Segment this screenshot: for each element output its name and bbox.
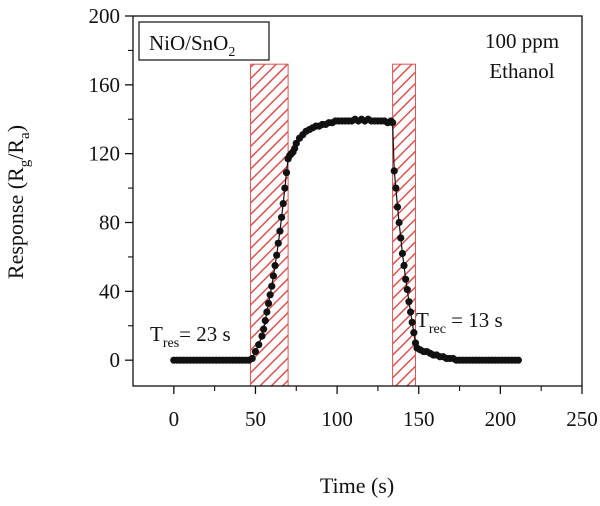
x-tick-label: 200 <box>485 407 517 431</box>
plot-frame <box>132 15 583 387</box>
tres-rest: = 23 s <box>179 322 231 346</box>
data-point <box>406 308 415 316</box>
y-axis-ticks: 0 40 80 120 160 200 <box>89 4 133 372</box>
data-point <box>271 261 279 270</box>
data-point <box>255 341 263 349</box>
trec-rest: = 13 s <box>446 308 503 332</box>
data-point <box>276 227 284 235</box>
x-tick-label: 250 <box>566 407 598 431</box>
data-point <box>514 356 522 364</box>
data-point <box>390 167 398 175</box>
data-point <box>268 282 276 290</box>
y-tick-label: 40 <box>99 279 120 303</box>
ylabel-main: Response (R <box>3 167 28 279</box>
x-axis-label: Time (s) <box>320 473 394 498</box>
sample-label-box <box>138 21 270 61</box>
data-point <box>261 317 269 325</box>
data-point <box>403 286 411 294</box>
x-tick-label: 150 <box>403 407 435 431</box>
x-axis-ticks: 0 50 100 150 200 250 <box>169 386 598 431</box>
data-point <box>397 234 405 242</box>
data-point <box>405 298 413 306</box>
sample-label: NiO/SnO2 <box>149 31 235 60</box>
ylabel-sub1: g <box>17 159 33 167</box>
y-tick-label: 160 <box>89 73 121 97</box>
ylabel-sub2: a <box>17 132 33 139</box>
tres-main: T <box>150 322 163 346</box>
data-point <box>264 299 273 307</box>
data-point <box>248 354 256 363</box>
y-tick-label: 0 <box>110 348 121 372</box>
y-axis-label: Response (Rg/Ra) <box>3 125 33 279</box>
highlight-region-1 <box>392 63 416 387</box>
data-point <box>395 218 403 227</box>
y-tick-label: 120 <box>89 142 121 166</box>
y-tick-label: 80 <box>99 211 120 235</box>
data-point <box>274 239 282 247</box>
sample-label-main: NiO/SnO <box>149 31 228 55</box>
data-point <box>251 347 260 356</box>
data-point <box>269 272 278 280</box>
data-point <box>277 213 286 221</box>
data-point <box>263 308 271 316</box>
data-point <box>292 139 300 147</box>
data-point <box>408 318 416 326</box>
x-tick-label: 0 <box>169 407 180 431</box>
data-point <box>260 325 268 333</box>
data-point <box>398 249 406 258</box>
data-point <box>410 329 418 337</box>
response-time-label: Tres= 23 s <box>150 322 231 351</box>
data-point <box>282 169 291 177</box>
concentration-label: 100 ppm <box>485 29 559 53</box>
data-point <box>402 275 410 283</box>
x-tick-label: 50 <box>245 407 266 431</box>
data-point <box>273 251 281 259</box>
recovery-time-label: Trec = 13 s <box>416 308 503 337</box>
y-tick-label: 200 <box>89 4 121 28</box>
data-point <box>279 199 287 208</box>
tres-sub: res <box>163 336 179 351</box>
highlight-region-0 <box>250 63 289 387</box>
trec-sub: rec <box>429 322 446 337</box>
data-point <box>400 261 408 270</box>
data-point <box>389 119 397 127</box>
data-point <box>393 203 402 211</box>
data-point <box>392 184 400 192</box>
gas-label: Ethanol <box>489 59 554 83</box>
data-point <box>258 332 266 340</box>
ylabel-mid: /R <box>3 139 28 160</box>
trec-main: T <box>416 308 429 332</box>
ylabel-end: ) <box>3 125 28 132</box>
sample-label-sub: 2 <box>228 45 235 60</box>
data-point <box>281 184 289 192</box>
data-series <box>170 115 522 364</box>
x-tick-label: 100 <box>321 407 353 431</box>
highlight-regions <box>250 63 416 387</box>
data-point <box>266 291 274 299</box>
